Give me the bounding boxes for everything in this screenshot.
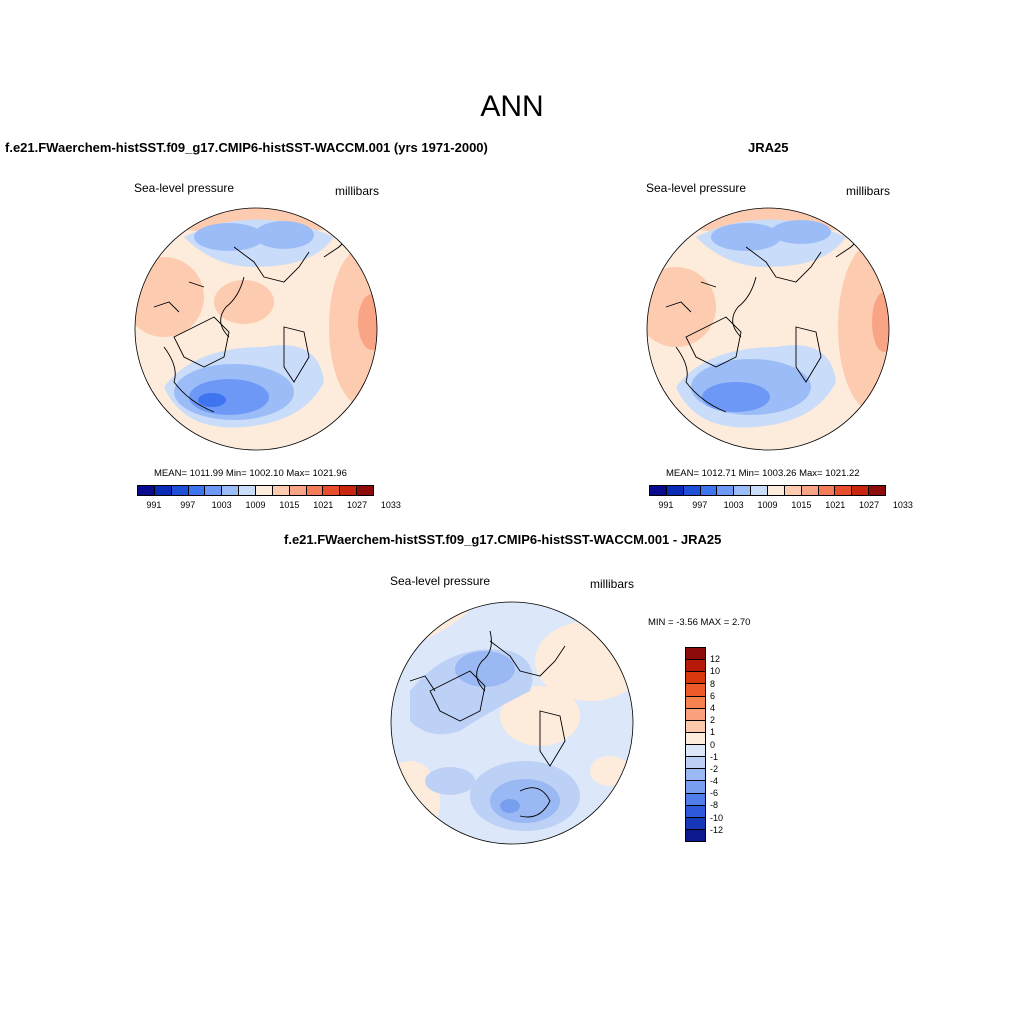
panel1-colorbar-boxes	[137, 485, 374, 496]
colorbar-box	[784, 486, 802, 495]
colorbar-label: 1	[710, 727, 716, 738]
panel1-colorbar: 991 997 1003 1009 1015 1021 1027 1033	[137, 485, 401, 512]
colorbar-label: 997	[692, 500, 708, 510]
panel3-polar-map	[390, 601, 634, 845]
colorbar-label: 1015	[279, 500, 300, 510]
colorbar-box	[340, 486, 358, 495]
colorbar-box	[357, 486, 374, 495]
colorbar-label: -12	[710, 824, 724, 835]
colorbar-label: -1	[710, 751, 719, 762]
colorbar-box	[222, 486, 240, 495]
colorbar-box	[686, 769, 705, 782]
colorbar-box	[686, 696, 705, 709]
colorbar-box	[650, 486, 667, 495]
colorbar-box	[205, 486, 223, 495]
panel2-stats: MEAN= 1012.71 Min= 1003.26 Max= 1021.22	[666, 468, 860, 479]
colorbar-label: -8	[710, 800, 719, 811]
panel2-title: JRA25	[748, 140, 789, 155]
colorbar-label: 997	[180, 500, 196, 510]
colorbar-box	[686, 829, 705, 841]
panel3-units-label: millibars	[590, 577, 635, 591]
colorbar-box	[686, 648, 705, 661]
colorbar-box	[700, 486, 718, 495]
colorbar-label: 1003	[211, 500, 232, 510]
panel3-colorbar-boxes	[685, 647, 706, 842]
colorbar-box	[686, 660, 705, 673]
colorbar-box	[686, 672, 705, 685]
colorbar-box	[768, 486, 785, 495]
colorbar-box	[666, 486, 684, 495]
colorbar-box	[683, 486, 701, 495]
panel3-variable-label: Sea-level pressure	[390, 574, 491, 588]
colorbar-box	[154, 486, 172, 495]
colorbar-box	[686, 732, 705, 745]
colorbar-label: 1033	[380, 500, 401, 510]
panel1-colorbar-labels: 991 997 1003 1009 1015 1021 1027 1033	[137, 500, 401, 512]
colorbar-box	[256, 486, 273, 495]
colorbar-box	[686, 684, 705, 697]
colorbar-label: -10	[710, 812, 724, 823]
colorbar-box	[272, 486, 290, 495]
panel2-variable-label: Sea-level pressure	[646, 181, 747, 195]
colorbar-label: -6	[710, 788, 719, 799]
colorbar-box	[188, 486, 206, 495]
colorbar-label: 991	[658, 500, 674, 510]
colorbar-box	[323, 486, 341, 495]
colorbar-box	[138, 486, 155, 495]
colorbar-box	[686, 757, 705, 770]
panel3-colorbar-labels: 12 10 8 6 4 2 1 0 -1 -2 -4 -6 -8 -10 -12	[710, 647, 740, 842]
colorbar-box	[818, 486, 836, 495]
colorbar-box	[734, 486, 752, 495]
colorbar-label: 4	[710, 702, 716, 713]
colorbar-box	[686, 720, 705, 733]
colorbar-box	[171, 486, 189, 495]
colorbar-label: 10	[710, 666, 721, 677]
colorbar-label: 1003	[723, 500, 744, 510]
colorbar-box	[289, 486, 307, 495]
colorbar-label: 0	[710, 739, 716, 750]
colorbar-box	[801, 486, 819, 495]
colorbar-box	[852, 486, 870, 495]
panel2-units-label: millibars	[846, 184, 891, 198]
colorbar-box	[835, 486, 853, 495]
colorbar-box	[686, 793, 705, 806]
colorbar-box	[686, 745, 705, 758]
panel3-title: f.e21.FWaerchem-histSST.f09_g17.CMIP6-hi…	[284, 532, 722, 547]
colorbar-label: 1027	[347, 500, 368, 510]
colorbar-box	[686, 781, 705, 794]
colorbar-label: 1009	[245, 500, 266, 510]
colorbar-label: 1015	[791, 500, 812, 510]
colorbar-label: 12	[710, 654, 721, 665]
colorbar-label: 1033	[892, 500, 913, 510]
panel1-units-label: millibars	[335, 184, 380, 198]
panel1-stats: MEAN= 1011.99 Min= 1002.10 Max= 1021.96	[154, 468, 347, 479]
panel2-colorbar-labels: 991 997 1003 1009 1015 1021 1027 1033	[649, 500, 913, 512]
figure-title: ANN	[480, 90, 544, 123]
colorbar-box	[717, 486, 735, 495]
colorbar-label: 2	[710, 715, 716, 726]
colorbar-box	[686, 708, 705, 721]
colorbar-box	[869, 486, 886, 495]
colorbar-label: 1021	[313, 500, 334, 510]
panel2-colorbar: 991 997 1003 1009 1015 1021 1027 1033	[649, 485, 913, 512]
panel1-polar-map	[134, 207, 378, 451]
colorbar-label: 8	[710, 678, 716, 689]
colorbar-label: 6	[710, 690, 716, 701]
colorbar-box	[686, 817, 705, 830]
panel2-polar-map	[646, 207, 890, 451]
colorbar-label: -2	[710, 763, 719, 774]
panel3-minmax: MIN = -3.56 MAX = 2.70	[648, 617, 751, 628]
panel1-variable-label: Sea-level pressure	[134, 181, 235, 195]
colorbar-label: 1021	[825, 500, 846, 510]
panel1-title: f.e21.FWaerchem-histSST.f09_g17.CMIP6-hi…	[5, 140, 488, 155]
colorbar-box	[306, 486, 324, 495]
panel2-colorbar-boxes	[649, 485, 886, 496]
colorbar-label: -4	[710, 776, 719, 787]
colorbar-box	[686, 805, 705, 818]
colorbar-label: 1027	[859, 500, 880, 510]
colorbar-box	[751, 486, 769, 495]
colorbar-box	[239, 486, 257, 495]
colorbar-label: 1009	[757, 500, 778, 510]
colorbar-label: 991	[146, 500, 162, 510]
